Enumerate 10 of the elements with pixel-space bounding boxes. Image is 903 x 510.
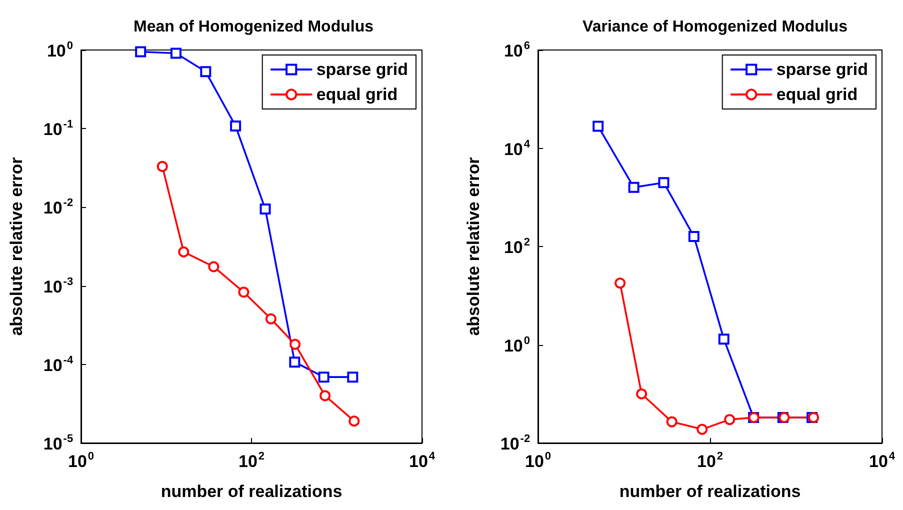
legend-label: equal grid (776, 85, 858, 104)
y-axis-title: absolute relative error (7, 156, 26, 336)
legend-label: equal grid (316, 85, 398, 104)
chart-title: Variance of Homogenized Modulus (582, 18, 848, 36)
legend-label: sparse grid (316, 60, 408, 79)
x-axis-title: number of realizations (160, 482, 342, 501)
y-axis-title: absolute relative error (464, 156, 483, 336)
chart-title: Mean of Homogenized Modulus (134, 18, 374, 36)
legend-label: sparse grid (776, 60, 868, 79)
x-axis-title: number of realizations (619, 482, 801, 501)
